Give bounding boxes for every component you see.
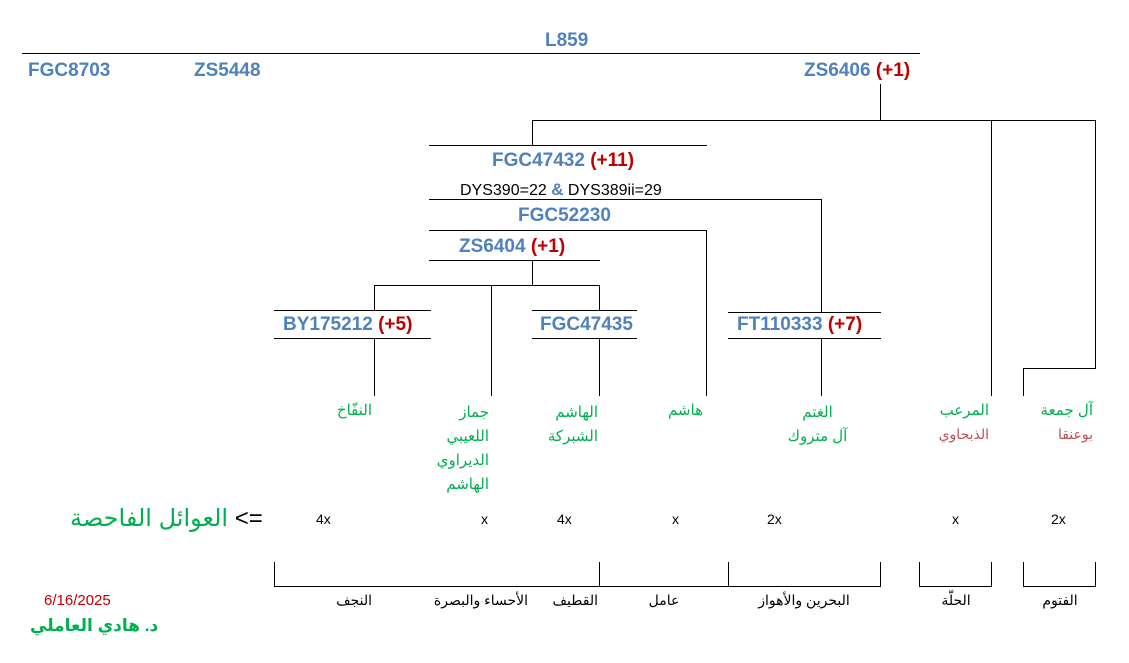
family-mareab: المرعب	[939, 402, 989, 419]
clade-zs6404: ZS6404 (+1)	[459, 236, 565, 258]
region-fatum: الفتوم	[1042, 592, 1078, 608]
clade-by175212-name: BY175212	[283, 314, 373, 335]
family-hashem: هاشم	[667, 402, 703, 419]
family-ghatam-line: آل متروك	[787, 428, 848, 445]
clade-ft110333-name: FT110333	[737, 314, 823, 335]
author-label: د. هادي العاملي	[30, 616, 159, 635]
clade-fgc47432-name: FGC47432	[492, 150, 585, 171]
region-amil: عامل	[648, 592, 680, 608]
clade-by175212: BY175212 (+5)	[283, 314, 412, 336]
clade-fgc47432: FGC47432 (+11)	[492, 150, 634, 172]
clade-zs6406-name: ZS6406	[804, 60, 871, 81]
clade-ft110333-plus: (+7)	[827, 314, 863, 335]
region-hilla: الحلّة	[941, 592, 971, 608]
count-fatum: 2x	[1051, 511, 1066, 527]
family-dhabhawi: الذبحاوي	[938, 426, 989, 442]
clade-zs6406-plus: (+1)	[875, 60, 911, 81]
count-qatif: 4x	[557, 511, 572, 527]
family-jammaz-line: جماز	[459, 404, 489, 421]
family-jammaz-line: اللعيبي	[446, 428, 490, 445]
region-ahsa-basra: الأحساء والبصرة	[433, 592, 528, 608]
family-hashem-shabraka-line: الهاشم	[555, 404, 598, 421]
region-najaf: النجف	[336, 592, 372, 608]
date-label: 6/16/2025	[44, 592, 111, 609]
family-hashem-shabraka: الهاشم الشبركة	[548, 401, 598, 449]
clade-ft110333: FT110333 (+7)	[737, 314, 862, 336]
tested-families-label: العوائل الفاحصة <=	[70, 504, 263, 533]
clade-fgc47435: FGC47435	[540, 314, 633, 335]
str-note-amp: &	[551, 180, 564, 199]
family-ghatam-line: الغتم	[802, 404, 833, 421]
clade-zs6404-name: ZS6404	[459, 236, 526, 257]
clade-fgc8703: FGC8703	[28, 60, 111, 81]
count-bahrain-ahwaz: 2x	[767, 511, 782, 527]
family-aljumaa: آل جمعة	[1040, 402, 1093, 419]
region-qatif: القطيف	[552, 592, 598, 608]
count-amil: x	[672, 511, 679, 527]
family-hashem-shabraka-line: الشبركة	[547, 428, 598, 445]
count-najaf: 4x	[316, 511, 331, 527]
str-note-dys390: DYS390=22	[460, 182, 547, 199]
family-naffakh: النفّاخ	[336, 402, 372, 419]
clade-by175212-plus: (+5)	[378, 314, 413, 335]
family-buanqa: بوعنقا	[1057, 426, 1093, 442]
clade-l859: L859	[545, 30, 589, 51]
count-ahsa-basra: x	[481, 511, 488, 527]
clade-fgc52230: FGC52230	[518, 205, 611, 226]
clade-zs6406: ZS6406 (+1)	[804, 60, 910, 82]
family-ghatam: الغتم آل متروك	[720, 401, 915, 449]
clade-zs5448: ZS5448	[194, 60, 261, 81]
str-note-dys389: DYS389ii=29	[567, 182, 662, 199]
family-jammaz-line: الديراوي	[436, 452, 489, 469]
family-jammaz-line: الهاشم	[446, 476, 489, 493]
arrow-label: <=	[234, 505, 263, 532]
region-bahrain-ahwaz: البحرين والأهواز	[758, 592, 850, 608]
clade-fgc47432-plus: (+11)	[590, 150, 635, 171]
count-hilla: x	[952, 511, 959, 527]
clade-zs6404-plus: (+1)	[530, 236, 566, 257]
family-jammaz: جماز اللعيبي الديراوي الهاشم	[437, 401, 489, 497]
str-note: DYS390=22 & DYS389ii=29	[460, 180, 662, 200]
tested-families-text: العوائل الفاحصة	[70, 505, 229, 532]
